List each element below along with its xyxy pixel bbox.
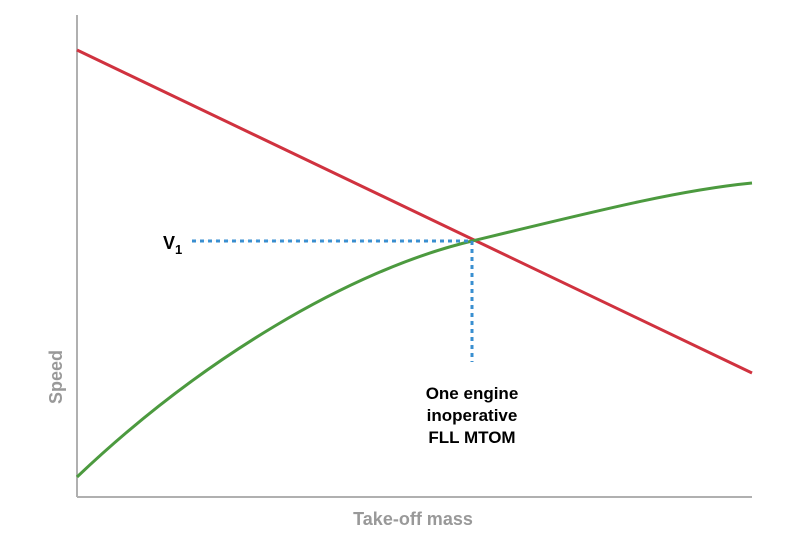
y-axis-label: Speed bbox=[46, 350, 66, 404]
red-line bbox=[76, 48, 753, 375]
annotation-line: One engine bbox=[426, 384, 519, 403]
annotation-line: inoperative bbox=[427, 406, 518, 425]
annotation-line: FLL MTOM bbox=[428, 428, 515, 447]
v1-label: V1 bbox=[163, 233, 182, 257]
green-curve bbox=[75, 181, 753, 479]
x-axis-label: Take-off mass bbox=[353, 509, 473, 529]
v1-sub: 1 bbox=[175, 242, 182, 257]
v1-main: V bbox=[163, 233, 175, 253]
